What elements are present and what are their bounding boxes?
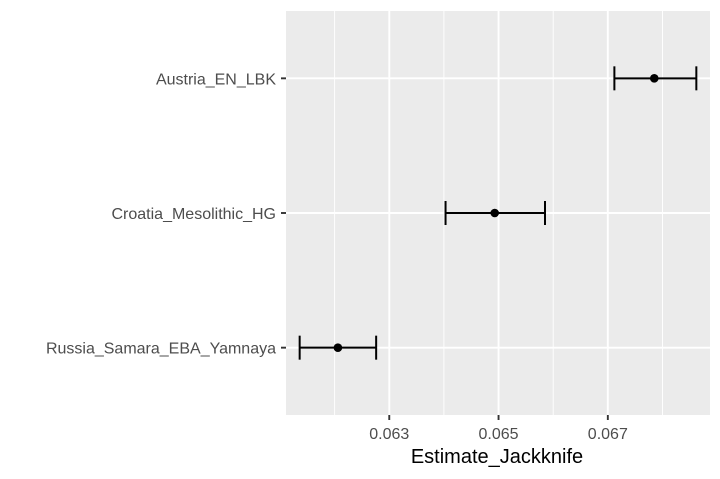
data-point xyxy=(333,343,343,352)
data-point xyxy=(649,74,659,83)
y-tick-label: Russia_Samara_EBA_Yamnaya xyxy=(46,341,276,358)
x-tick-label: 0.063 xyxy=(369,426,409,443)
x-axis-title: Estimate_Jackknife xyxy=(411,446,583,468)
data-marks xyxy=(298,66,698,360)
data-point xyxy=(490,208,500,218)
x-tick-label: 0.067 xyxy=(588,426,628,443)
x-axis: 0.063 0.065 0.067 xyxy=(369,415,628,443)
y-tick-label: Croatia_Mesolithic_HG xyxy=(111,206,276,223)
x-tick-label: 0.065 xyxy=(479,426,519,443)
y-tick-label: Austria_EN_LBK xyxy=(156,71,276,88)
y-axis: Austria_EN_LBK Croatia_Mesolithic_HG Russi… xyxy=(46,71,286,358)
